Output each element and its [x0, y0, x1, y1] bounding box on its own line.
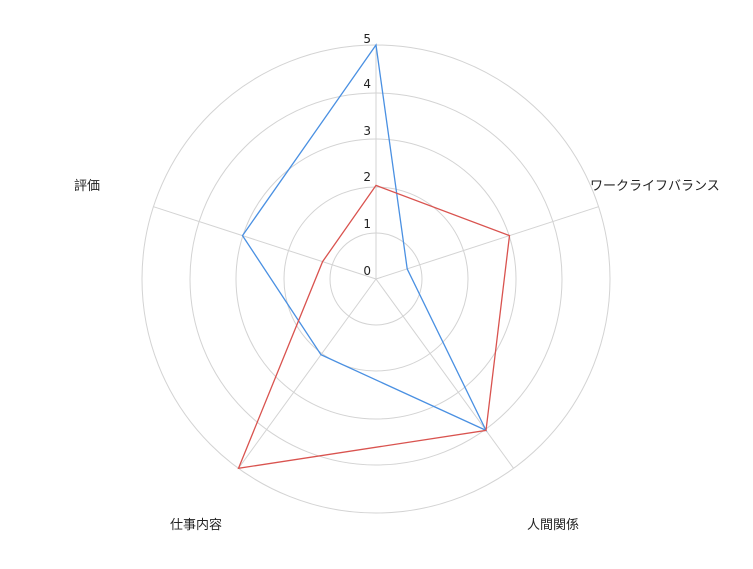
- radial-tick-label: 5: [363, 32, 371, 46]
- radial-tick-label: 4: [363, 77, 371, 91]
- grid-layer: [141, 44, 611, 514]
- grid-spoke: [238, 278, 377, 469]
- series-layer: [237, 43, 511, 470]
- series-line-1: [241, 43, 488, 432]
- grid-spoke: [375, 278, 514, 469]
- axis-label-relationships: 人間関係: [527, 518, 579, 533]
- grid-spoke: [153, 206, 377, 280]
- series-line-2: [237, 184, 511, 470]
- axis-labels: ワークライフバランス 人間関係 仕事内容 評価: [74, 179, 720, 533]
- radial-tick-label: 0: [363, 264, 371, 278]
- axis-label-work-life-balance: ワークライフバランス: [590, 179, 720, 194]
- radial-tick-label: 3: [363, 124, 371, 138]
- axis-label-job-content: 仕事内容: [170, 517, 222, 533]
- radial-tick-label: 2: [363, 170, 371, 184]
- grid-spoke: [375, 206, 599, 280]
- axis-label-evaluation: 評価: [74, 179, 100, 194]
- radial-tick-labels: 0 1 2 3 4 5: [363, 32, 371, 278]
- radial-tick-label: 1: [363, 217, 371, 231]
